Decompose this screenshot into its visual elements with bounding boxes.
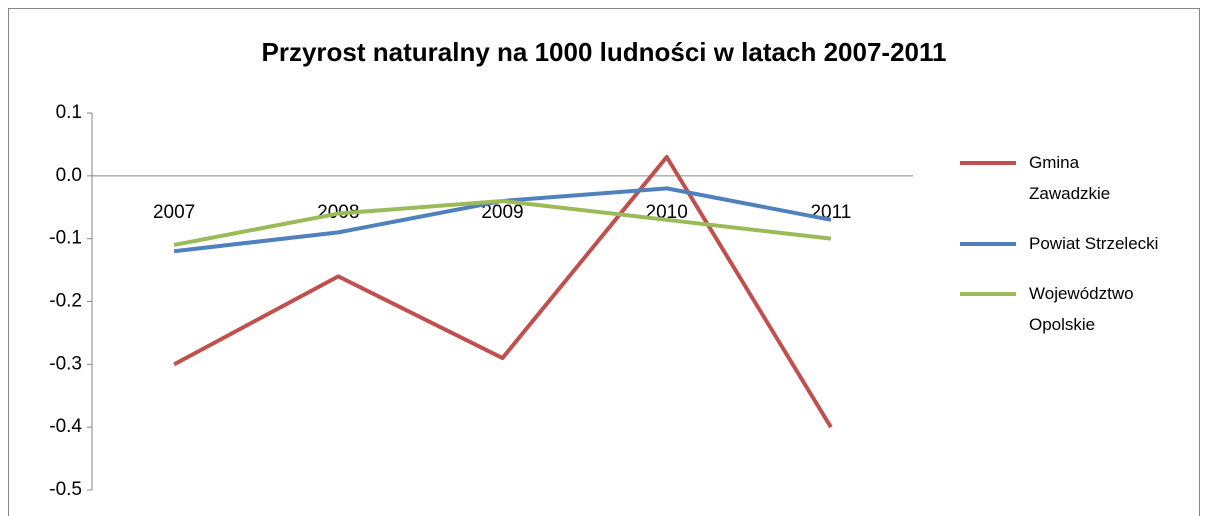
legend-swatch [960,161,1016,165]
legend: Gmina Zawadzkie Powiat Strzelecki Wojewódz… [960,147,1200,359]
legend-label: Powiat Strzelecki [1029,234,1159,253]
legend-item: Województwo Opolskie [960,278,1200,340]
y-tick-label: 0.1 [56,102,82,123]
x-tick-label: 2009 [481,202,523,223]
series-line [173,198,832,247]
y-tick-label: -0.2 [49,291,82,312]
y-tick-label: -0.3 [49,353,82,374]
legend-label: Gmina Zawadzkie [1029,153,1111,203]
y-tick-label: 0.0 [56,165,82,186]
legend-label: Województwo Opolskie [1029,284,1134,334]
x-tick-label: 2007 [153,202,195,223]
y-tick-label: -0.5 [49,479,82,500]
legend-swatch [960,292,1016,296]
series-line [173,154,833,429]
chart-border [8,8,1200,516]
y-tick-label: -0.4 [49,416,82,437]
legend-item: Gmina Zawadzkie [960,147,1200,209]
legend-item: Powiat Strzelecki [960,228,1200,259]
chart-title: Przyrost naturalny na 1000 ludności w la… [262,37,947,67]
legend-swatch [960,242,1016,246]
y-tick-label: -0.1 [49,228,82,249]
